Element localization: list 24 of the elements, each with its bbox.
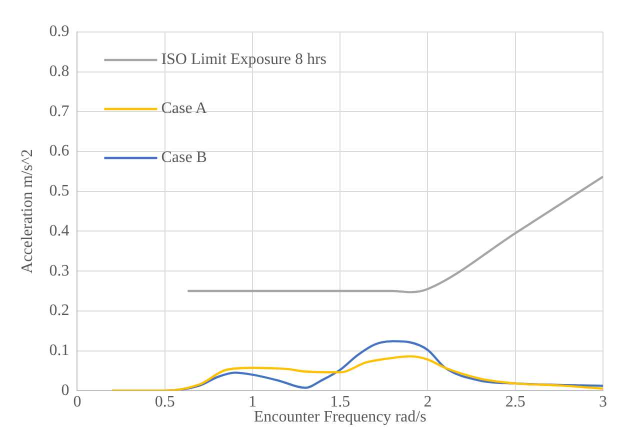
x-tick-label: 1.5 xyxy=(330,393,350,410)
x-tick-label: 0 xyxy=(73,393,82,410)
y-axis-title: Acceleration m/s^2 xyxy=(18,149,36,274)
y-tick-label: 0.8 xyxy=(49,63,70,80)
y-tick-label: 0 xyxy=(61,382,70,399)
x-axis-title: Encounter Frequency rad/s xyxy=(254,408,426,426)
y-tick-label: 0.5 xyxy=(49,182,70,200)
y-tick-label: 0.6 xyxy=(49,142,70,160)
line-series xyxy=(111,355,603,391)
legend-label: ISO Limit Exposure 8 hrs xyxy=(161,51,327,68)
x-tick-label: 2.5 xyxy=(505,393,526,410)
x-tick-label: 1 xyxy=(248,393,256,410)
legend-label: Case B xyxy=(161,149,207,166)
y-tick-label: 0.4 xyxy=(49,222,70,240)
y-tick-label: 0.1 xyxy=(49,342,70,359)
x-tick-label: 2 xyxy=(424,393,432,410)
legend-label: Case A xyxy=(161,100,208,118)
x-tick-label: 3 xyxy=(599,393,607,410)
y-tick-label: 0.2 xyxy=(49,302,70,320)
y-tick-label: 0.7 xyxy=(49,102,70,120)
y-tick-label: 0.3 xyxy=(49,262,70,280)
x-tick-label: 0.5 xyxy=(154,393,175,410)
line-series xyxy=(186,176,603,294)
y-tick-label: 0.9 xyxy=(49,23,70,40)
